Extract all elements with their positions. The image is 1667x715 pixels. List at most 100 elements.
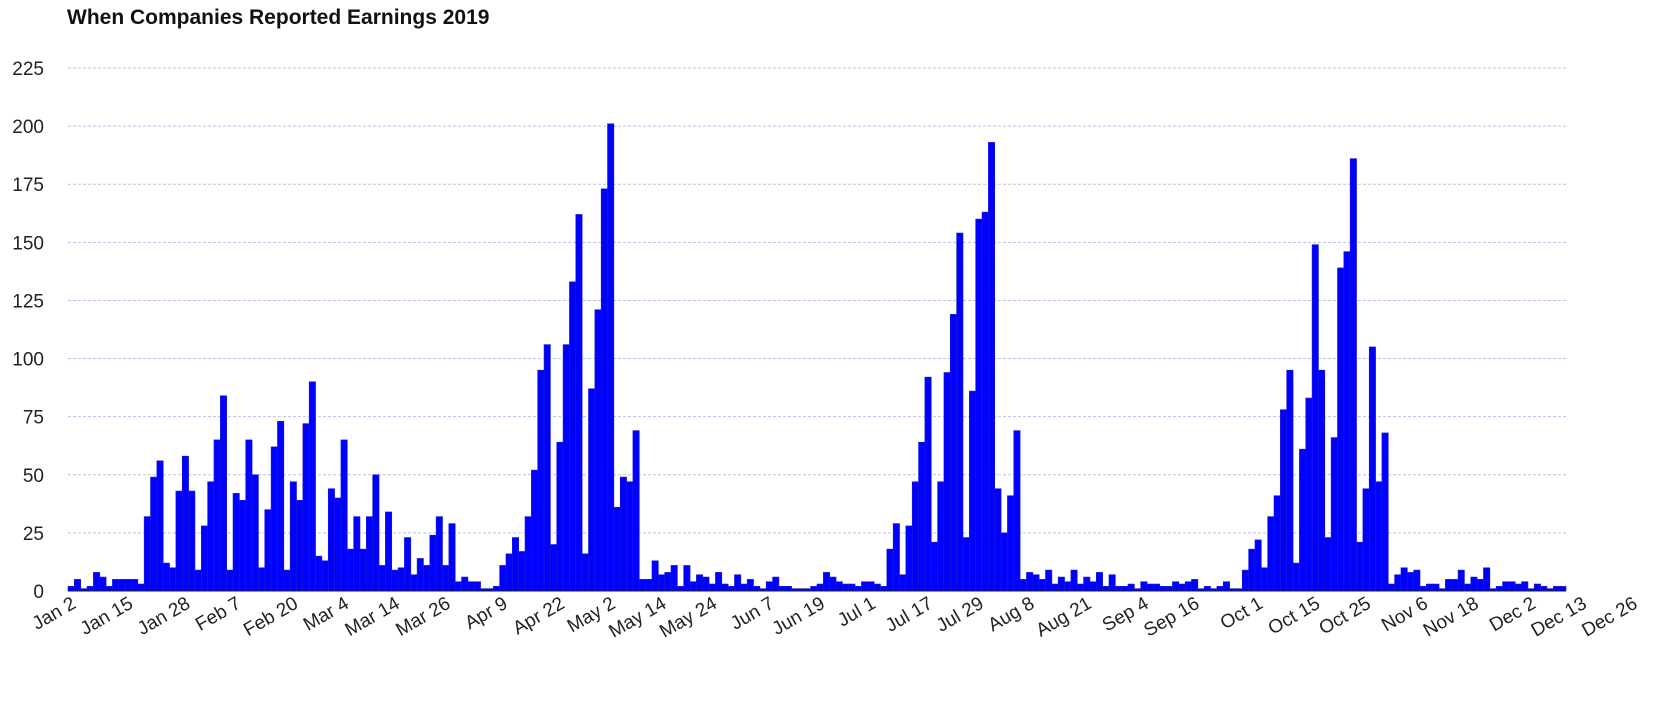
bar <box>194 569 202 592</box>
bar <box>1051 583 1059 592</box>
bar <box>588 388 596 592</box>
bar <box>1108 574 1116 592</box>
bar <box>670 565 678 592</box>
bar <box>1356 541 1364 592</box>
bar <box>962 537 970 592</box>
x-tick-label: Mar 14 <box>342 593 404 641</box>
bar <box>169 567 177 592</box>
bar <box>1241 569 1249 592</box>
bar <box>1121 586 1129 592</box>
bar <box>1305 397 1313 592</box>
bar <box>677 586 685 592</box>
bar <box>416 558 424 592</box>
bar <box>454 581 462 592</box>
chart-title: When Companies Reported Earnings 2019 <box>67 6 490 29</box>
x-tick-label: Oct 1 <box>1217 593 1267 634</box>
bar <box>562 344 570 592</box>
y-tick-label: 225 <box>12 59 44 80</box>
bar <box>1502 581 1510 592</box>
bar <box>1216 586 1224 592</box>
bar <box>105 586 113 592</box>
bar <box>1387 583 1395 592</box>
bar <box>162 562 170 592</box>
bar <box>213 439 221 592</box>
bar <box>543 344 551 592</box>
bar <box>340 439 348 592</box>
bar <box>556 441 564 592</box>
bar <box>296 500 304 592</box>
bar <box>1070 569 1078 592</box>
bar <box>239 500 247 592</box>
bar <box>1273 495 1281 592</box>
bar <box>880 586 888 592</box>
bar <box>74 579 81 592</box>
bar <box>302 423 310 592</box>
bar <box>651 560 659 592</box>
bar <box>378 565 386 592</box>
bar <box>1026 572 1034 592</box>
bar <box>137 583 145 592</box>
bar <box>1495 586 1503 592</box>
bar <box>911 481 919 592</box>
bar <box>1000 532 1008 592</box>
bar <box>569 281 577 592</box>
bar <box>251 474 259 592</box>
y-tick-label: 25 <box>23 524 44 545</box>
bar <box>1337 267 1345 592</box>
bar <box>689 581 697 592</box>
x-tick-label: May 14 <box>606 593 671 643</box>
bar <box>810 586 818 592</box>
x-tick-label: Aug 21 <box>1033 593 1096 641</box>
bar <box>277 421 285 592</box>
bar <box>664 572 672 592</box>
bar <box>1102 586 1110 592</box>
bar <box>842 583 850 592</box>
bar <box>1407 572 1414 592</box>
bar <box>1083 576 1091 592</box>
bar <box>702 576 710 592</box>
bar <box>67 586 75 592</box>
bar <box>1064 581 1072 592</box>
bar <box>1368 346 1376 592</box>
bar <box>1324 537 1332 592</box>
bar <box>1140 581 1148 592</box>
bar <box>467 581 475 592</box>
bar <box>632 430 640 592</box>
bar <box>1508 581 1516 592</box>
bar <box>435 516 443 592</box>
x-tick-label: Feb 7 <box>192 593 245 635</box>
bar <box>283 569 291 592</box>
bar <box>124 579 132 592</box>
bars <box>67 123 1567 592</box>
bar <box>1451 579 1459 592</box>
bar <box>1007 495 1015 592</box>
x-tick-label: May 24 <box>656 593 721 643</box>
bar <box>956 232 964 592</box>
bar <box>1286 369 1294 592</box>
bar <box>658 574 665 592</box>
x-tick-label: Jul 17 <box>882 593 936 637</box>
bar <box>721 583 729 592</box>
bar <box>397 567 405 592</box>
bar <box>245 439 253 592</box>
x-tick-label: Oct 15 <box>1265 593 1324 639</box>
bar <box>1464 583 1472 592</box>
x-tick-label: Dec 13 <box>1528 593 1591 641</box>
bar <box>861 581 869 592</box>
bar <box>550 544 558 592</box>
bar <box>715 572 723 592</box>
bar <box>1457 569 1465 592</box>
bar <box>1413 569 1421 592</box>
bar <box>1178 583 1186 592</box>
bar <box>734 574 742 592</box>
bar <box>327 488 335 592</box>
x-tick-label: Jun 7 <box>727 593 778 634</box>
bar <box>131 579 139 592</box>
bar <box>1311 244 1319 592</box>
bar <box>518 551 526 592</box>
bar <box>1184 581 1192 592</box>
bar <box>423 565 431 592</box>
bar <box>346 548 354 592</box>
bar <box>1559 586 1567 592</box>
bar <box>531 469 539 592</box>
